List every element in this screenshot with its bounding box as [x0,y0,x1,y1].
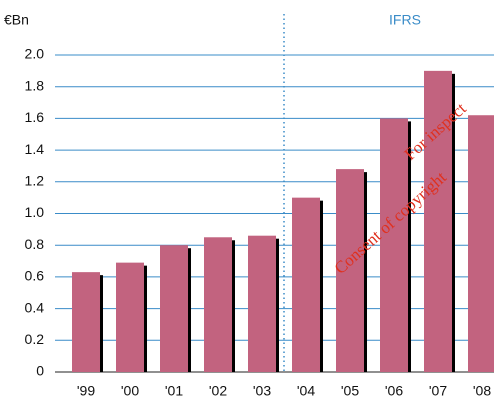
x-tick-label: '01 [165,383,183,399]
y-unit: €Bn [4,12,29,28]
y-tick-label: 0 [36,363,44,379]
x-tick-label: '03 [253,383,271,399]
y-tick-label: 1.8 [25,77,45,93]
y-tick-label: 0.2 [25,331,45,347]
y-tick-label: 1.6 [25,109,45,125]
bar [72,272,100,372]
bar [380,118,408,373]
bar [248,235,276,372]
y-tick-label: 0.8 [25,236,45,252]
x-tick-label: '04 [297,383,315,399]
bar [468,115,494,372]
x-tick-label: '00 [121,383,139,399]
y-tick-label: 0.6 [25,268,45,284]
y-tick-label: 1.0 [25,204,45,220]
bar [116,262,144,372]
x-tick-label: '08 [473,383,491,399]
ifrs-label: IFRS [389,12,421,28]
y-tick-label: 1.2 [25,173,45,189]
y-tick-label: 0.4 [25,299,45,315]
bar [160,245,188,372]
y-tick-label: 1.4 [25,141,45,157]
bar [292,197,320,372]
x-tick-label: '07 [429,383,447,399]
x-tick-label: '02 [209,383,227,399]
bar [336,169,364,372]
x-tick-label: '99 [77,383,95,399]
bar [424,70,452,372]
x-tick-label: '06 [385,383,403,399]
y-tick-label: 2.0 [25,46,45,62]
bar [204,237,232,372]
x-tick-label: '05 [341,383,359,399]
